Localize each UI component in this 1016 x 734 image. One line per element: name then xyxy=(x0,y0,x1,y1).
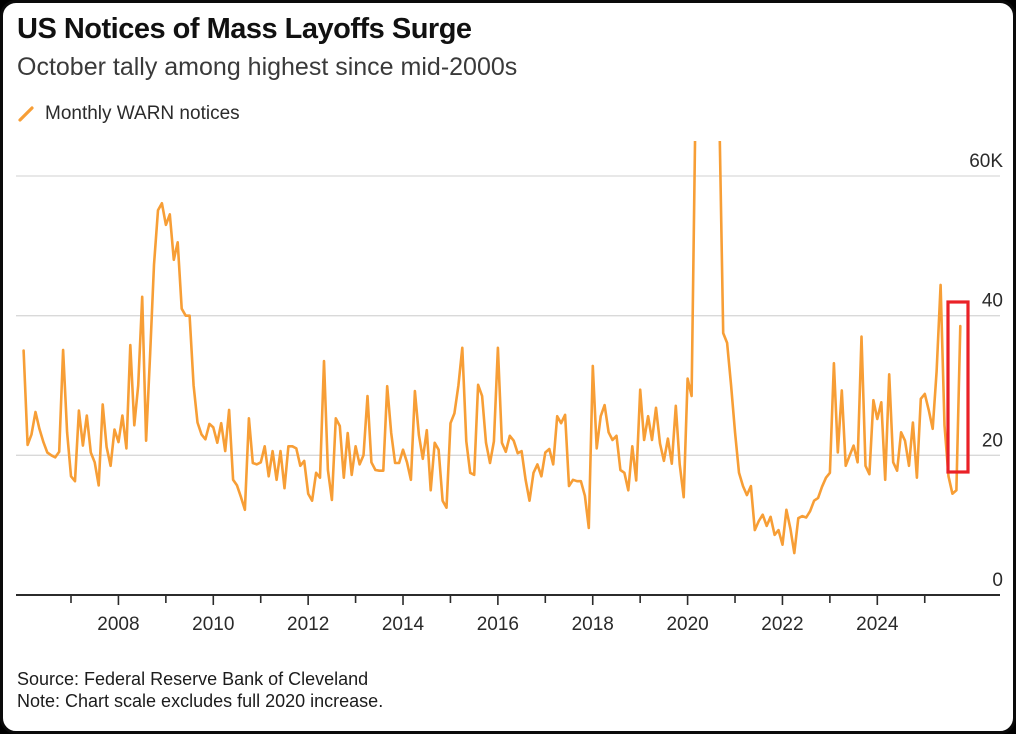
source-note: Source: Federal Reserve Bank of Clevelan… xyxy=(17,669,369,689)
x-axis-label: 2022 xyxy=(761,614,803,635)
x-axis-label: 2018 xyxy=(572,614,614,635)
warn-notices-line xyxy=(22,141,962,555)
scale-note: Note: Chart scale excludes full 2020 inc… xyxy=(17,691,384,711)
chart-subtitle: October tally among highest since mid-20… xyxy=(17,53,518,81)
legend-slash-icon xyxy=(18,106,34,122)
october-highlight-box xyxy=(946,300,970,474)
footer: Source: Federal Reserve Bank of Clevelan… xyxy=(17,668,383,712)
chart-title: US Notices of Mass Layoffs Surge xyxy=(17,13,472,45)
x-axis-label: 2010 xyxy=(192,614,234,635)
y-axis-label: 20 xyxy=(982,430,1003,451)
x-axis-label: 2008 xyxy=(97,614,139,635)
warn-notices-chart: 0 20 40 60K 2008 2010 2012 2014 2016 2018 2020 2022… xyxy=(16,141,1003,635)
x-axis-label: 2016 xyxy=(477,614,519,635)
legend: Monthly WARN notices xyxy=(17,103,240,125)
legend-label: Monthly WARN notices xyxy=(45,103,240,124)
y-axis-label: 0 xyxy=(992,570,1003,591)
y-axis-label: 60K xyxy=(969,151,1003,172)
x-axis-label: 2020 xyxy=(666,614,708,635)
x-axis-label: 2012 xyxy=(287,614,329,635)
y-axis-label: 40 xyxy=(982,291,1003,312)
x-axis-label: 2014 xyxy=(382,614,425,635)
x-axis-label: 2024 xyxy=(856,614,899,635)
